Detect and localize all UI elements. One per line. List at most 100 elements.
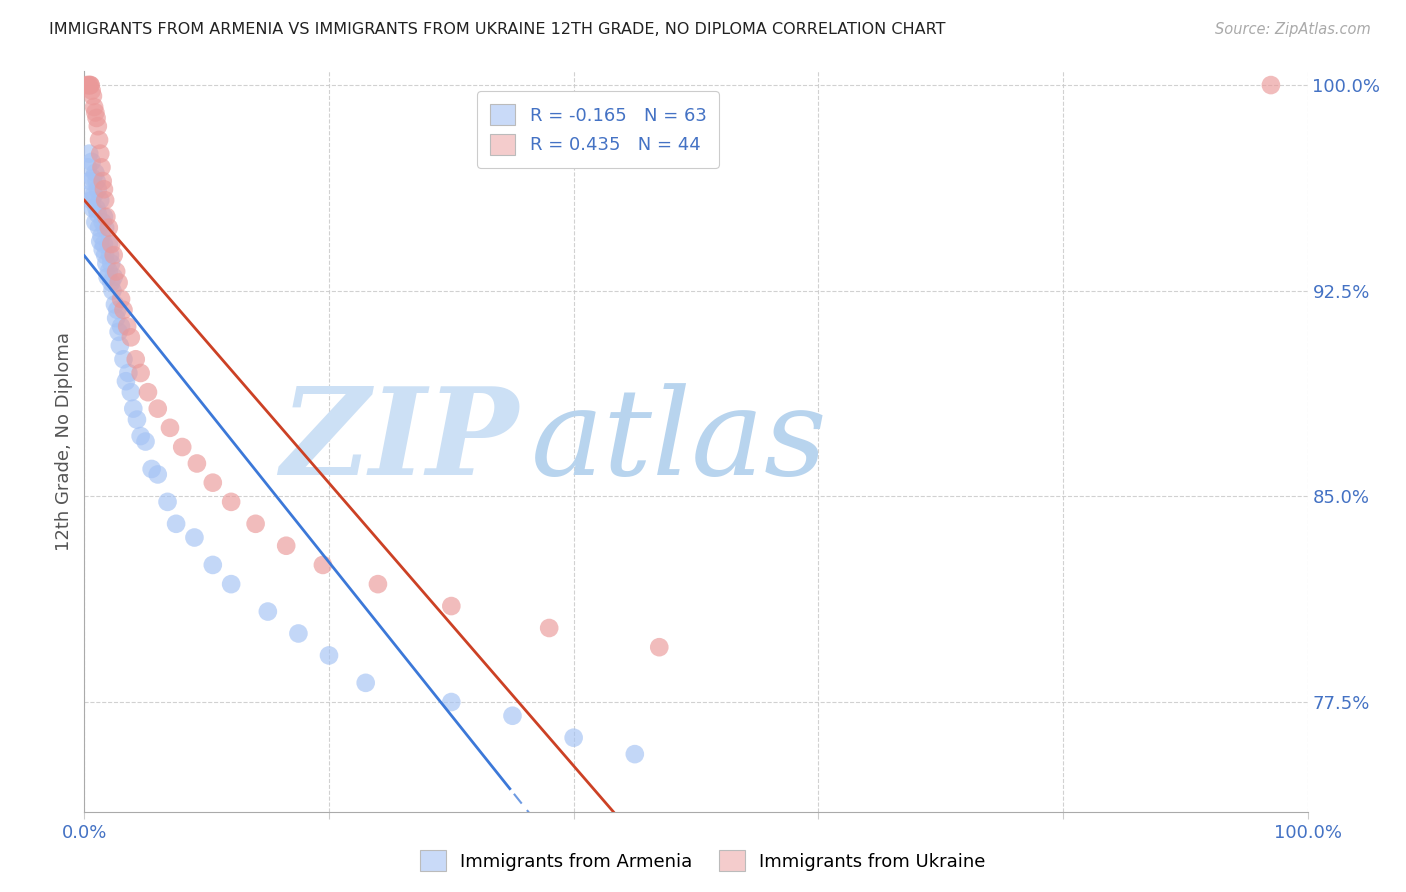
Point — [93, 182, 115, 196]
Point — [86, 202, 108, 216]
Point — [141, 462, 163, 476]
Point — [648, 640, 671, 655]
Point — [87, 182, 110, 196]
Point — [83, 187, 105, 202]
Point — [90, 161, 112, 175]
Point — [80, 193, 103, 207]
Point — [110, 319, 132, 334]
Text: IMMIGRANTS FROM ARMENIA VS IMMIGRANTS FROM UKRAINE 12TH GRADE, NO DIPLOMA CORREL: IMMIGRANTS FROM ARMENIA VS IMMIGRANTS FR… — [49, 22, 946, 37]
Text: Source: ZipAtlas.com: Source: ZipAtlas.com — [1215, 22, 1371, 37]
Point — [122, 401, 145, 416]
Point — [156, 495, 179, 509]
Point — [77, 161, 100, 175]
Point — [165, 516, 187, 531]
Point — [136, 385, 159, 400]
Point — [80, 84, 103, 98]
Point — [98, 248, 121, 262]
Point — [76, 187, 98, 202]
Point — [91, 174, 114, 188]
Point — [80, 154, 103, 169]
Point — [96, 256, 118, 270]
Point — [245, 516, 267, 531]
Point — [107, 325, 129, 339]
Point — [538, 621, 561, 635]
Point — [96, 210, 118, 224]
Point — [219, 577, 242, 591]
Point — [120, 330, 142, 344]
Point — [502, 708, 524, 723]
Point — [112, 302, 135, 317]
Point — [89, 193, 111, 207]
Point — [146, 467, 169, 482]
Point — [86, 111, 108, 125]
Point — [112, 352, 135, 367]
Point — [318, 648, 340, 663]
Point — [76, 78, 98, 92]
Point — [84, 215, 107, 229]
Point — [135, 434, 157, 449]
Point — [94, 193, 117, 207]
Point — [97, 270, 120, 285]
Point — [77, 78, 100, 92]
Point — [87, 220, 110, 235]
Point — [117, 366, 139, 380]
Point — [83, 100, 105, 114]
Point — [94, 220, 117, 235]
Point — [125, 412, 148, 426]
Point — [87, 207, 110, 221]
Point — [129, 366, 152, 380]
Point — [440, 599, 463, 613]
Point — [101, 284, 124, 298]
Point — [201, 558, 224, 572]
Point — [287, 626, 309, 640]
Point — [77, 78, 100, 92]
Point — [367, 577, 389, 591]
Point — [82, 89, 104, 103]
Legend: Immigrants from Armenia, Immigrants from Ukraine: Immigrants from Armenia, Immigrants from… — [413, 843, 993, 879]
Text: ZIP: ZIP — [280, 383, 519, 500]
Point — [257, 605, 280, 619]
Point — [104, 297, 127, 311]
Point — [77, 146, 100, 161]
Point — [90, 228, 112, 243]
Point — [110, 292, 132, 306]
Point — [93, 210, 115, 224]
Point — [100, 276, 122, 290]
Point — [100, 237, 122, 252]
Point — [105, 302, 128, 317]
Point — [129, 429, 152, 443]
Point — [354, 676, 377, 690]
Point — [105, 264, 128, 278]
Point — [91, 243, 114, 257]
Point — [108, 338, 131, 352]
Point — [120, 385, 142, 400]
Y-axis label: 12th Grade, No Diploma: 12th Grade, No Diploma — [55, 332, 73, 551]
Point — [115, 374, 138, 388]
Point — [146, 401, 169, 416]
Point — [82, 202, 104, 216]
Point — [440, 695, 463, 709]
Point — [89, 235, 111, 249]
Point — [312, 558, 335, 572]
Point — [105, 311, 128, 326]
Point — [86, 174, 108, 188]
Point — [103, 248, 125, 262]
Point — [183, 531, 205, 545]
Point — [159, 421, 181, 435]
Point — [201, 475, 224, 490]
Point — [125, 352, 148, 367]
Point — [97, 220, 120, 235]
Point — [115, 319, 138, 334]
Point — [186, 457, 208, 471]
Point — [79, 78, 101, 92]
Legend: R = -0.165   N = 63, R = 0.435   N = 44: R = -0.165 N = 63, R = 0.435 N = 44 — [477, 92, 718, 168]
Point — [172, 440, 194, 454]
Point — [103, 270, 125, 285]
Point — [79, 78, 101, 92]
Point — [84, 105, 107, 120]
Point — [97, 237, 120, 252]
Point — [84, 166, 107, 180]
Point — [93, 237, 115, 252]
Point — [107, 276, 129, 290]
Point — [100, 256, 122, 270]
